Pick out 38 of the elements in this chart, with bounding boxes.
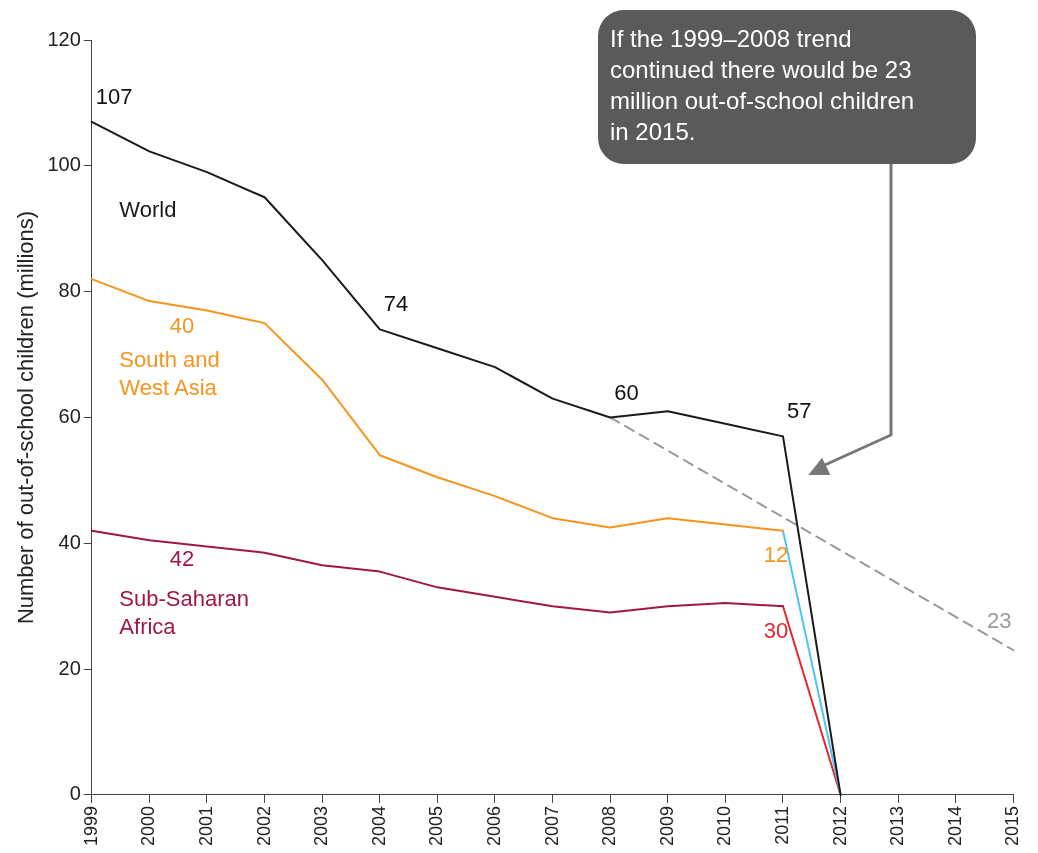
x-tick-label: 2008 [599,805,620,846]
x-tick-label: 2009 [656,805,677,846]
x-tick-label: 2002 [253,805,274,846]
y-tick-label: 40 [58,530,81,553]
x-tick-label: 2007 [541,805,562,846]
y-tick-label: 60 [58,404,81,427]
annotation: 30 [763,618,789,644]
x-tick-label: 2000 [138,805,159,846]
x-tick-label: 1999 [80,805,101,846]
data-label: 57 [786,398,812,424]
y-axis-title: Number of out-of-school children (millions) [13,210,39,625]
x-tick-label: 2012 [829,805,850,846]
x-tick-label: 2003 [311,805,332,846]
annotation: 40 [169,313,195,339]
x-tick-label: 2010 [714,805,735,846]
annotation: 23 [986,608,1012,634]
x-tick-label: 2004 [368,805,389,846]
x-tick-label: 2005 [426,805,447,846]
x-tick-label: 2015 [1002,805,1023,846]
series-label: Sub-Saharan Africa [119,586,250,640]
y-tick-label: 100 [47,153,81,176]
x-tick-label: 2014 [944,805,965,846]
annotation: 42 [169,546,195,572]
series-label: World [119,197,177,223]
data-label: 60 [614,379,639,405]
annotation: If the 1999–2008 trend continued there would be 23 million out-of-school children in 2015. [610,24,915,145]
data-label: 74 [383,291,409,317]
data-label: 107 [95,83,133,109]
y-tick-label: 80 [58,279,81,302]
annotation: 12 [763,542,789,568]
x-tick-label: 2011 [771,805,792,845]
y-tick-label: 120 [47,27,81,50]
x-tick-label: 2013 [887,805,908,846]
y-tick-label: 0 [69,782,81,805]
y-tick-label: 20 [58,656,81,679]
x-tick-label: 2006 [483,805,504,846]
x-tick-label: 2001 [195,805,216,846]
series-label: South and West Asia [119,347,220,401]
